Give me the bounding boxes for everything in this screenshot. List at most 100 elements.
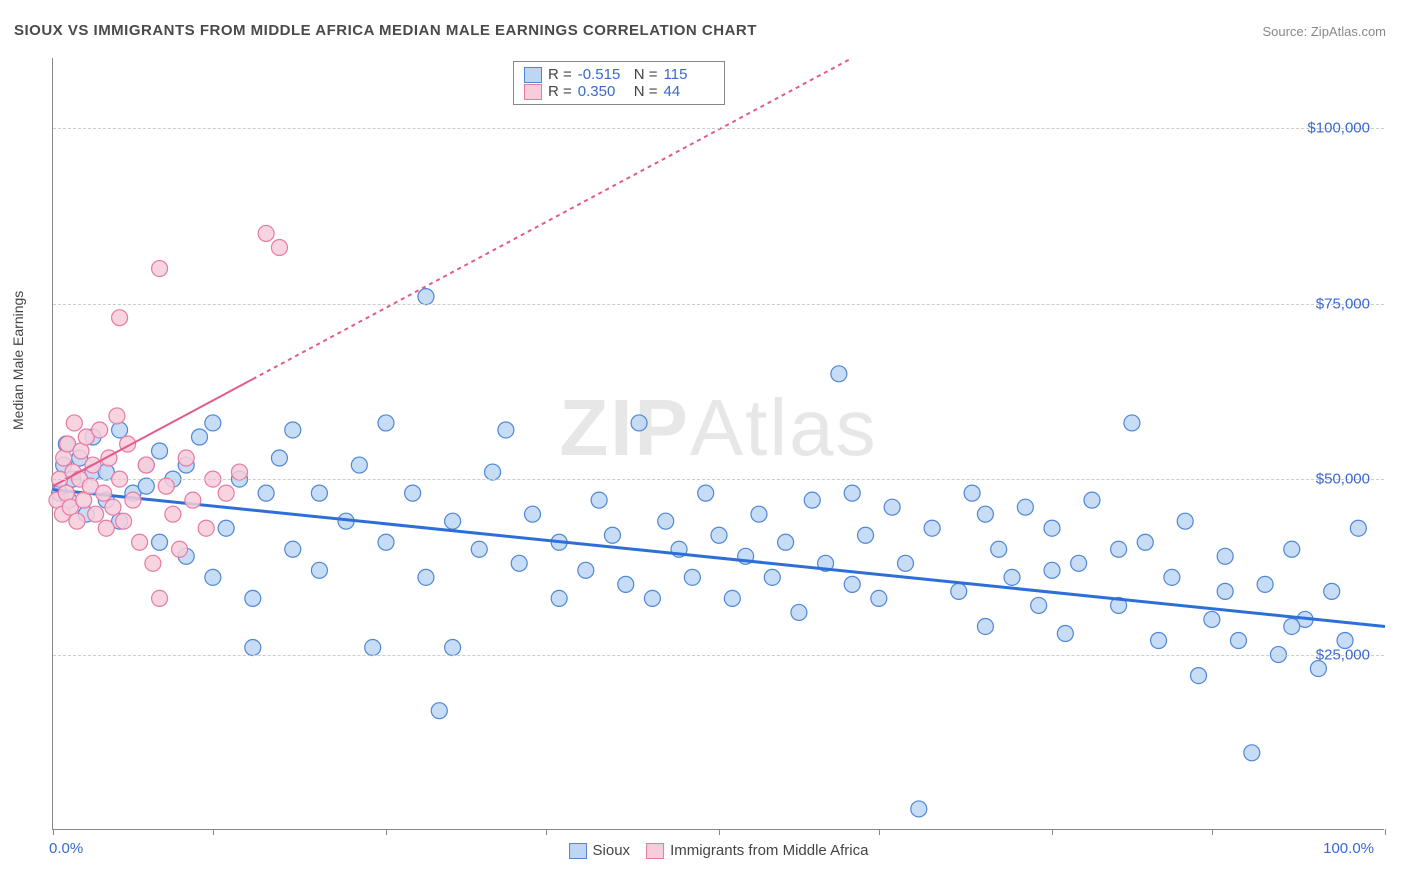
scatter-point: [1217, 583, 1233, 599]
scatter-point: [1111, 541, 1127, 557]
scatter-point: [98, 520, 114, 536]
scatter-point: [804, 492, 820, 508]
scatter-point: [231, 464, 247, 480]
r-value: 0.350: [578, 83, 628, 100]
scatter-point: [1244, 745, 1260, 761]
scatter-point: [445, 513, 461, 529]
legend-swatch: [524, 67, 542, 83]
scatter-point: [1084, 492, 1100, 508]
scatter-point: [258, 485, 274, 501]
scatter-point: [1284, 618, 1300, 634]
scatter-point: [1057, 625, 1073, 641]
scatter-point: [152, 443, 168, 459]
scatter-point: [285, 422, 301, 438]
r-value: -0.515: [578, 66, 628, 83]
scatter-point: [311, 562, 327, 578]
scatter-point: [724, 590, 740, 606]
scatter-point: [511, 555, 527, 571]
scatter-point: [578, 562, 594, 578]
scatter-point: [178, 450, 194, 466]
y-axis-label: Median Male Earnings: [10, 291, 26, 430]
stats-row: R =0.350N =44: [524, 83, 714, 100]
scatter-point: [116, 513, 132, 529]
gridline: [53, 304, 1384, 305]
scatter-point: [69, 513, 85, 529]
scatter-point: [96, 485, 112, 501]
stats-row: R =-0.515N =115: [524, 66, 714, 83]
scatter-point: [751, 506, 767, 522]
legend-label: Sioux: [593, 842, 631, 859]
scatter-point: [844, 576, 860, 592]
scatter-point: [418, 289, 434, 305]
scatter-point: [132, 534, 148, 550]
scatter-point: [365, 640, 381, 656]
legend-item: Immigrants from Middle Africa: [646, 842, 868, 859]
scatter-point: [245, 590, 261, 606]
scatter-point: [285, 541, 301, 557]
scatter-point: [109, 408, 125, 424]
scatter-point: [172, 541, 188, 557]
scatter-point: [66, 415, 82, 431]
scatter-point: [378, 534, 394, 550]
scatter-point: [1071, 555, 1087, 571]
plot-svg: [53, 58, 1384, 829]
scatter-point: [884, 499, 900, 515]
scatter-point: [112, 422, 128, 438]
y-tick-label: $100,000: [1307, 120, 1370, 137]
scatter-point: [1017, 499, 1033, 515]
scatter-point: [152, 261, 168, 277]
scatter-point: [112, 310, 128, 326]
chart-area: ZIPAtlas R =-0.515N =115R =0.350N =44 Si…: [52, 58, 1384, 830]
scatter-point: [1350, 520, 1366, 536]
n-value: 44: [664, 83, 714, 100]
scatter-point: [205, 569, 221, 585]
scatter-point: [711, 527, 727, 543]
scatter-point: [591, 492, 607, 508]
scatter-point: [991, 541, 1007, 557]
scatter-point: [1230, 633, 1246, 649]
legend-swatch: [569, 843, 587, 859]
scatter-point: [551, 590, 567, 606]
scatter-point: [1044, 562, 1060, 578]
scatter-point: [1217, 548, 1233, 564]
x-tick: [879, 829, 880, 835]
x-tick: [546, 829, 547, 835]
x-axis-min-label: 0.0%: [49, 840, 83, 857]
scatter-point: [1324, 583, 1340, 599]
scatter-point: [218, 520, 234, 536]
y-tick-label: $50,000: [1316, 471, 1370, 488]
scatter-point: [604, 527, 620, 543]
r-label: R =: [548, 66, 572, 83]
scatter-point: [125, 492, 141, 508]
scatter-point: [1164, 569, 1180, 585]
scatter-point: [525, 506, 541, 522]
scatter-point: [88, 506, 104, 522]
scatter-point: [431, 703, 447, 719]
trend-line-dashed: [253, 58, 852, 379]
scatter-point: [1177, 513, 1193, 529]
scatter-point: [951, 583, 967, 599]
scatter-point: [631, 415, 647, 431]
scatter-point: [778, 534, 794, 550]
legend-swatch: [524, 84, 542, 100]
scatter-point: [1257, 576, 1273, 592]
scatter-point: [405, 485, 421, 501]
scatter-point: [618, 576, 634, 592]
legend-swatch: [646, 843, 664, 859]
scatter-point: [644, 590, 660, 606]
scatter-point: [1004, 569, 1020, 585]
scatter-point: [485, 464, 501, 480]
scatter-point: [418, 569, 434, 585]
x-tick: [1212, 829, 1213, 835]
y-tick-label: $25,000: [1316, 646, 1370, 663]
stats-legend: R =-0.515N =115R =0.350N =44: [513, 61, 725, 105]
x-axis-max-label: 100.0%: [1323, 840, 1374, 857]
scatter-point: [378, 415, 394, 431]
scatter-point: [198, 520, 214, 536]
x-tick: [386, 829, 387, 835]
scatter-point: [165, 506, 181, 522]
source-label: Source: ZipAtlas.com: [1262, 24, 1386, 39]
scatter-point: [897, 555, 913, 571]
scatter-point: [844, 485, 860, 501]
scatter-point: [185, 492, 201, 508]
